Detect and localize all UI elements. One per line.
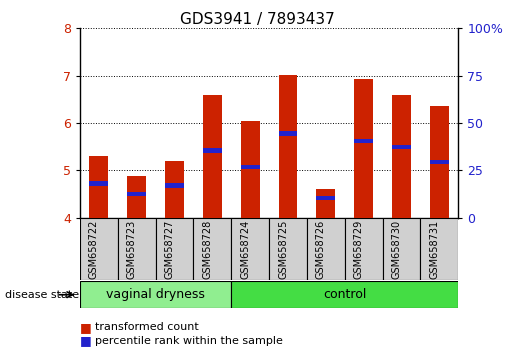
- Text: ■: ■: [80, 334, 92, 347]
- FancyBboxPatch shape: [307, 218, 345, 280]
- Text: GSM658728: GSM658728: [202, 219, 212, 279]
- Bar: [279, 75, 298, 218]
- Bar: [89, 182, 108, 186]
- Text: GSM658730: GSM658730: [391, 219, 402, 279]
- Bar: [127, 176, 146, 218]
- FancyBboxPatch shape: [117, 218, 156, 280]
- FancyBboxPatch shape: [345, 218, 383, 280]
- FancyBboxPatch shape: [269, 218, 307, 280]
- Bar: [316, 189, 335, 218]
- Text: ■: ■: [80, 321, 92, 334]
- FancyBboxPatch shape: [231, 218, 269, 280]
- Text: GSM658727: GSM658727: [164, 219, 175, 279]
- FancyBboxPatch shape: [383, 218, 421, 280]
- Text: percentile rank within the sample: percentile rank within the sample: [95, 336, 283, 346]
- Bar: [430, 107, 449, 218]
- Bar: [392, 144, 411, 149]
- Bar: [354, 139, 373, 143]
- Text: GSM658726: GSM658726: [316, 219, 326, 279]
- Text: vaginal dryness: vaginal dryness: [106, 288, 205, 301]
- Bar: [430, 160, 449, 164]
- Bar: [165, 183, 184, 188]
- FancyBboxPatch shape: [80, 218, 117, 280]
- Bar: [203, 148, 222, 153]
- FancyBboxPatch shape: [80, 281, 231, 308]
- FancyBboxPatch shape: [156, 218, 194, 280]
- Text: GSM658722: GSM658722: [89, 219, 99, 279]
- Bar: [354, 79, 373, 218]
- Text: transformed count: transformed count: [95, 322, 199, 332]
- Bar: [241, 121, 260, 218]
- Text: GSM658731: GSM658731: [430, 219, 439, 279]
- Text: control: control: [323, 288, 367, 301]
- Bar: [203, 95, 222, 218]
- Text: GSM658724: GSM658724: [240, 219, 250, 279]
- Text: GSM658725: GSM658725: [278, 219, 288, 279]
- Bar: [165, 161, 184, 218]
- Bar: [279, 131, 298, 136]
- Text: GDS3941 / 7893437: GDS3941 / 7893437: [180, 12, 335, 27]
- FancyBboxPatch shape: [421, 218, 458, 280]
- Text: GSM658723: GSM658723: [127, 219, 136, 279]
- FancyBboxPatch shape: [194, 218, 231, 280]
- Bar: [392, 95, 411, 218]
- Bar: [127, 192, 146, 196]
- Bar: [241, 165, 260, 169]
- Text: disease state: disease state: [5, 290, 79, 300]
- FancyBboxPatch shape: [231, 281, 458, 308]
- Bar: [89, 156, 108, 218]
- Text: GSM658729: GSM658729: [354, 219, 364, 279]
- Bar: [316, 196, 335, 200]
